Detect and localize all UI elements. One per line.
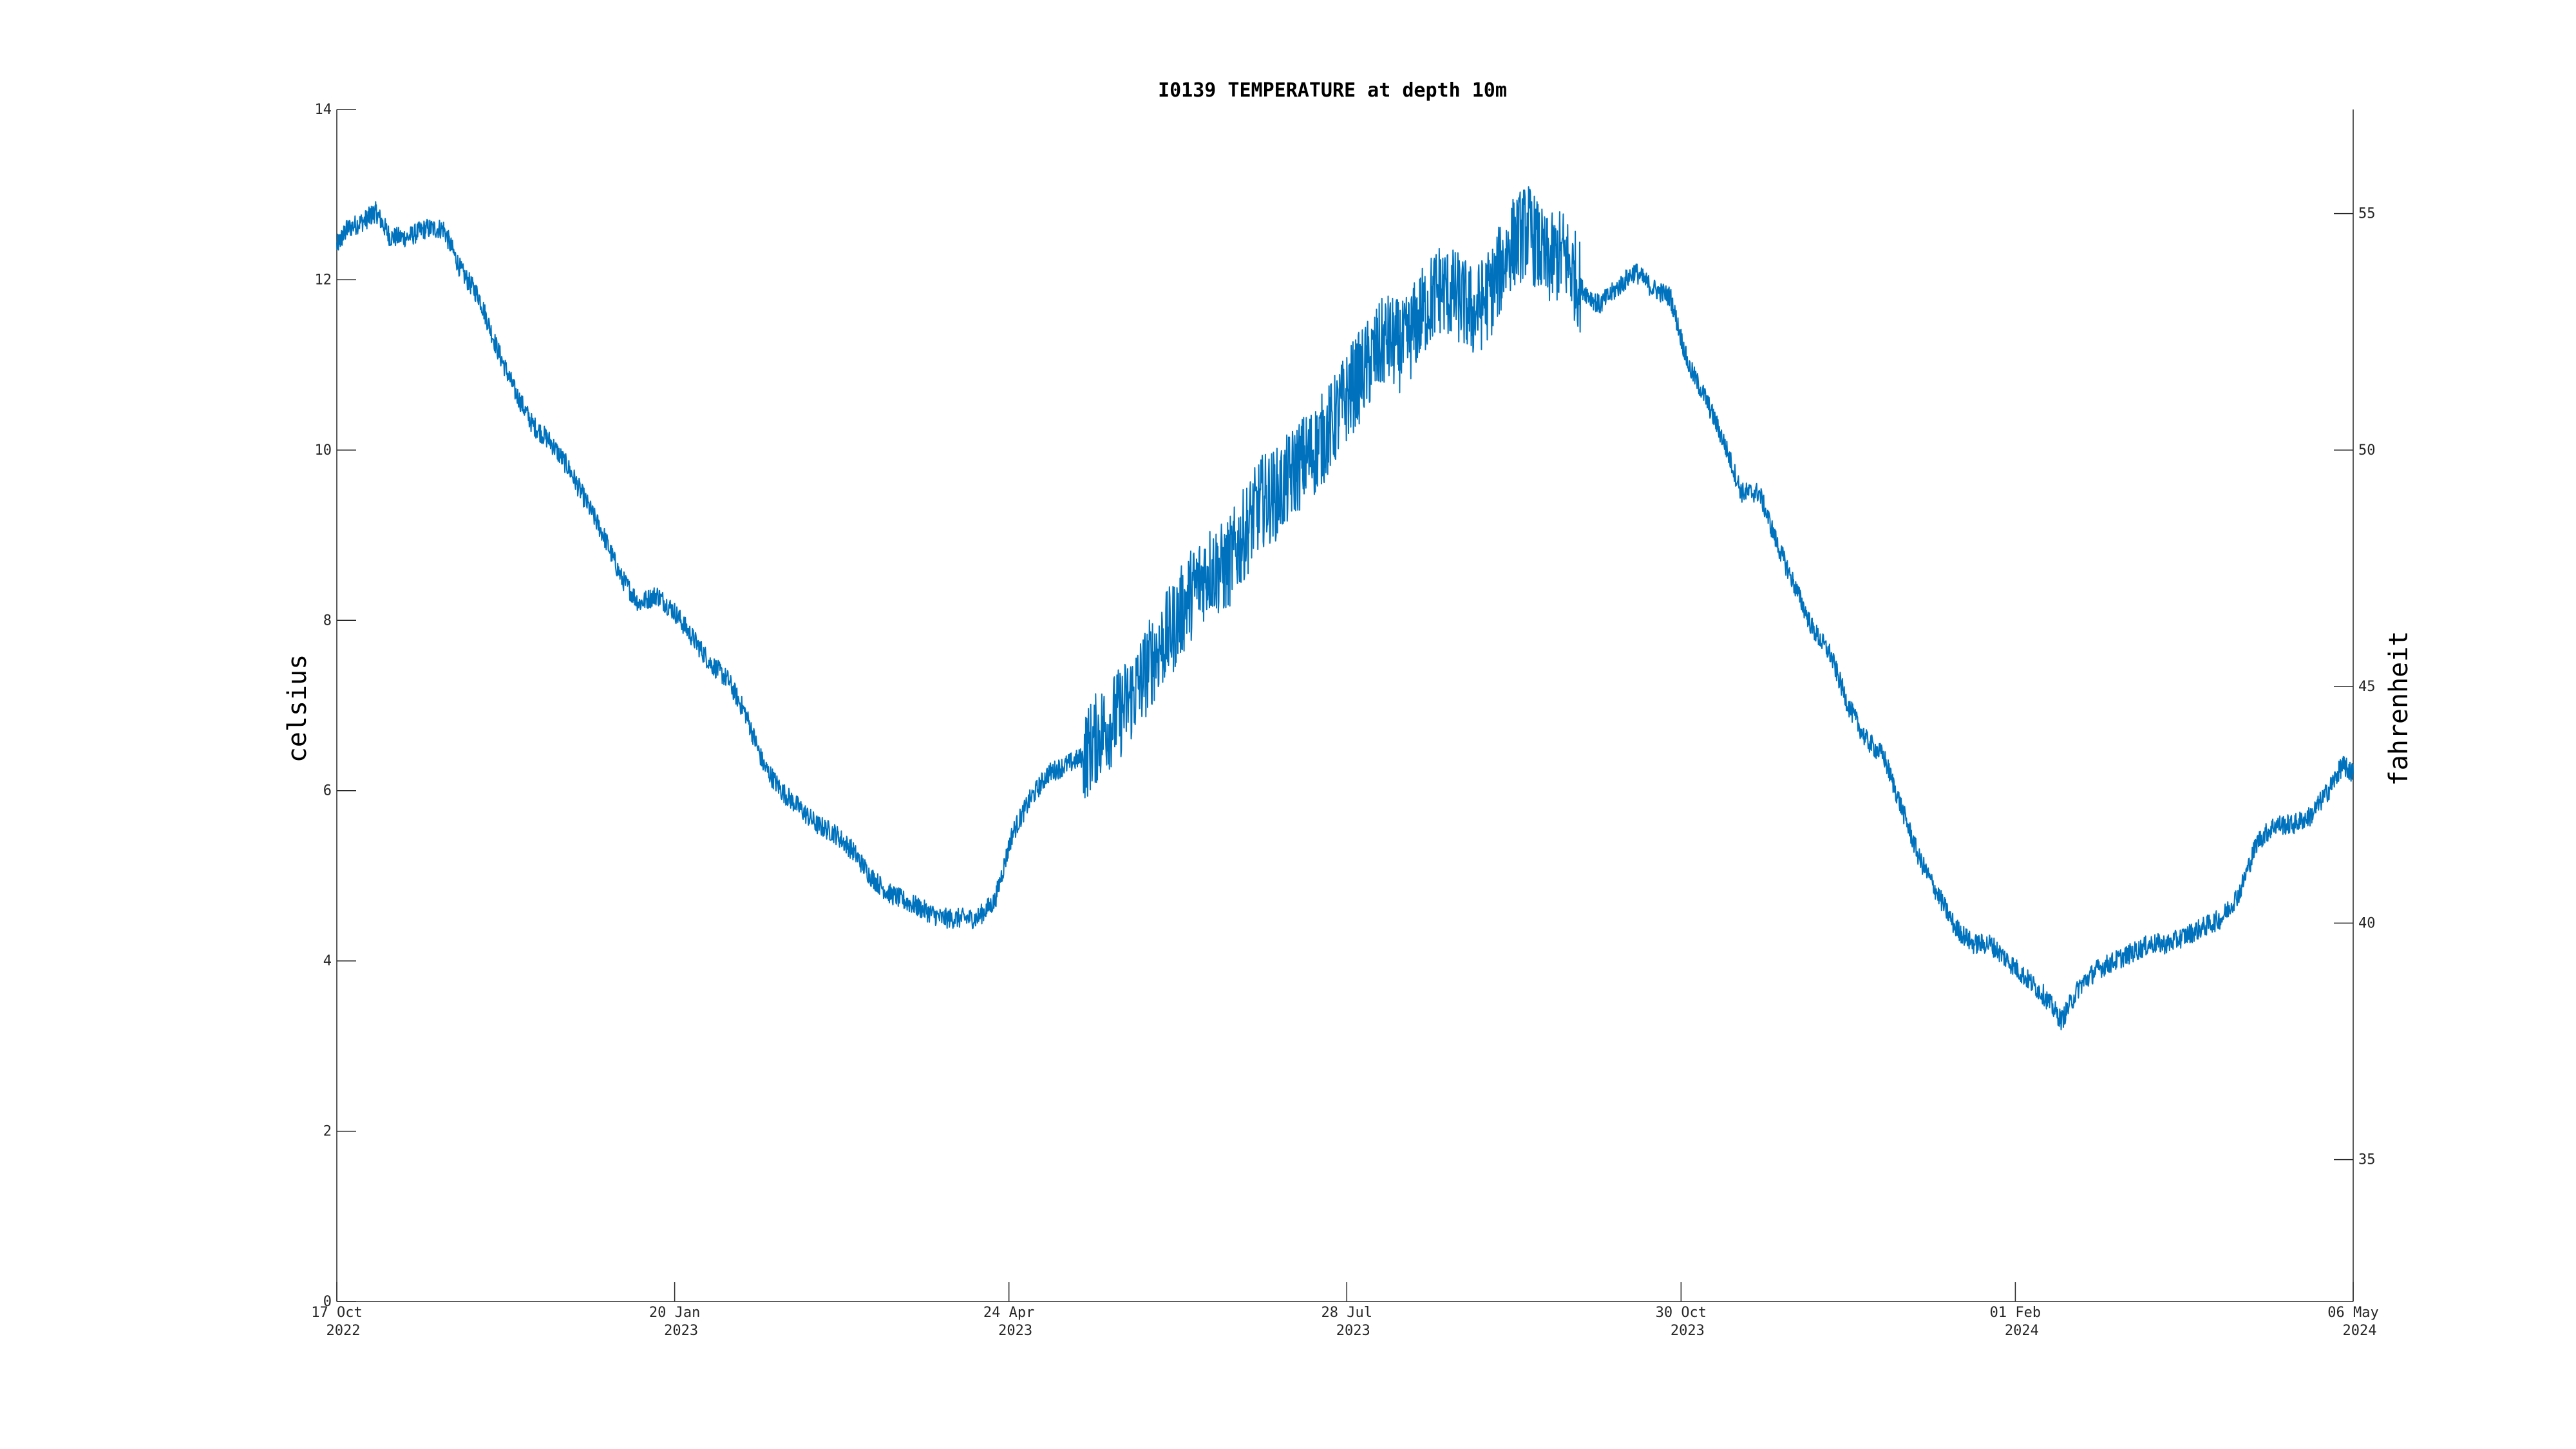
x-tick-label-day: 17 Oct <box>311 1305 362 1321</box>
x-tick-label-year: 2023 <box>664 1323 698 1339</box>
y-tick-label: 14 <box>315 102 332 118</box>
x-tick-label-day: 06 May <box>2327 1305 2378 1321</box>
y-right-tick-label: 40 <box>2358 915 2376 931</box>
y-tick-label: 12 <box>315 272 332 288</box>
y-tick-label: 10 <box>315 442 332 459</box>
x-tick-label-day: 30 Oct <box>1656 1305 1707 1321</box>
x-tick-label-day: 20 Jan <box>649 1305 700 1321</box>
x-tick-label-year: 2024 <box>2005 1323 2039 1339</box>
y-tick-label: 0 <box>323 1294 332 1310</box>
y-tick-label: 4 <box>323 953 332 969</box>
x-axis: 17 Oct 2022 20 Jan 2023 24 Apr 2023 28 Jul 2023… <box>311 1282 2379 1339</box>
x-tick-label-day: 01 Feb <box>1990 1305 2041 1321</box>
left-y-axis: 0 2 4 6 8 10 12 14 <box>315 102 356 1310</box>
y-tick-label: 2 <box>323 1124 332 1140</box>
y-axis-title-left: celsius <box>283 654 312 763</box>
x-tick-label-year: 2024 <box>2343 1323 2377 1339</box>
y-right-tick-label: 55 <box>2358 206 2376 222</box>
x-tick-label-year: 2023 <box>998 1323 1032 1339</box>
right-y-axis: 35 40 45 50 55 <box>2334 109 2376 1302</box>
temperature-series-line <box>336 186 2354 1030</box>
x-tick-label-year: 2023 <box>1336 1323 1370 1339</box>
y-tick-label: 8 <box>323 612 332 629</box>
chart-title: I0139 TEMPERATURE at depth 10m <box>1158 79 1507 102</box>
y-right-tick-label: 50 <box>2358 442 2376 459</box>
x-tick-label-day: 24 Apr <box>983 1305 1034 1321</box>
y-axis-title-right: fahrenheit <box>2384 631 2414 786</box>
y-right-tick-label: 45 <box>2358 679 2376 695</box>
y-tick-label: 6 <box>323 783 332 799</box>
x-tick-label-year: 2023 <box>1671 1323 1705 1339</box>
x-tick-label-day: 28 Jul <box>1321 1305 1372 1321</box>
x-tick-label-year: 2022 <box>327 1323 361 1339</box>
y-right-tick-label: 35 <box>2358 1152 2376 1168</box>
